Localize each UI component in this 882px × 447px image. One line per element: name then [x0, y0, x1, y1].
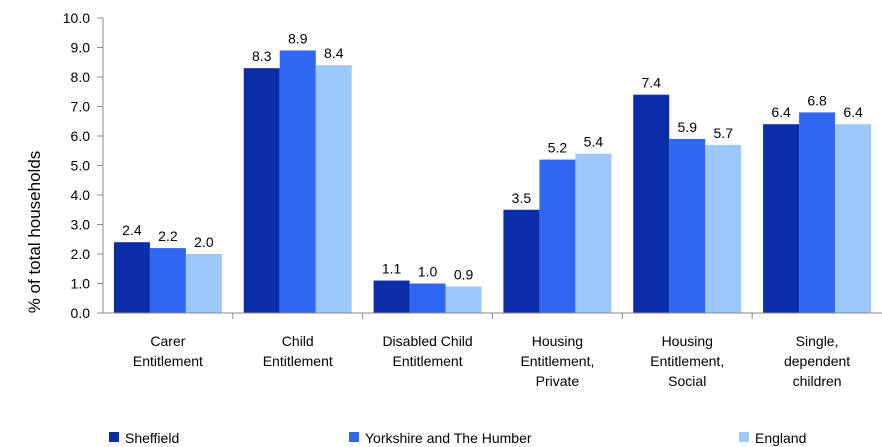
category-label: Carer Entitlement	[133, 333, 203, 369]
category-label: Housing Entitlement, Social	[650, 333, 724, 389]
legend-swatch	[739, 432, 749, 442]
bar	[633, 94, 670, 313]
category-label-line: Entitlement,	[650, 353, 724, 369]
data-label: 7.4	[642, 75, 662, 91]
category-label-line: Single,	[796, 333, 839, 349]
y-axis-ticks: 0.0 1.0 2.0 3.0 4.0 5.0 6.0 7.0 8.0 9.0 10.0	[63, 10, 103, 321]
category-label-line: Entitlement	[133, 353, 203, 369]
category-label-line: children	[793, 373, 842, 389]
bars	[113, 50, 872, 314]
bar	[279, 50, 316, 313]
category-label: Single, dependent children	[784, 333, 850, 389]
data-label: 5.9	[678, 119, 698, 135]
bar	[409, 283, 446, 313]
data-label: 8.3	[252, 48, 272, 64]
bar	[799, 112, 836, 314]
bar	[503, 209, 540, 313]
category-label-line: dependent	[784, 353, 850, 369]
bar	[763, 124, 800, 313]
category-label-line: Entitlement	[393, 353, 463, 369]
legend-item: Yorkshire and The Humber	[349, 430, 532, 446]
legend-swatch	[349, 432, 359, 442]
category-label: Disabled Child Entitlement	[382, 333, 472, 369]
legend-item: Sheffield	[109, 430, 179, 446]
y-tick-label: 9.0	[71, 40, 91, 56]
axes	[102, 18, 882, 319]
legend-item: England	[739, 430, 806, 446]
category-label: Child Entitlement	[263, 333, 333, 369]
bar	[669, 138, 706, 313]
legend: Sheffield Yorkshire and The Humber England	[109, 430, 806, 446]
bar	[113, 242, 150, 313]
category-label-line: Carer	[150, 333, 185, 349]
legend-label: Sheffield	[125, 430, 179, 446]
data-label: 8.4	[324, 45, 344, 61]
data-label: 2.2	[158, 228, 178, 244]
y-tick-label: 0.0	[71, 305, 91, 321]
data-label: 0.9	[454, 266, 474, 282]
bar	[575, 153, 612, 313]
category-label: Housing Entitlement, Private	[520, 333, 594, 389]
bar	[149, 248, 186, 313]
bar	[835, 124, 872, 313]
y-tick-label: 2.0	[71, 246, 91, 262]
y-tick-label: 5.0	[71, 158, 91, 174]
data-label: 5.4	[584, 134, 604, 150]
data-label: 3.5	[512, 190, 532, 206]
y-tick-label: 10.0	[63, 10, 90, 26]
y-tick-label: 7.0	[71, 99, 91, 115]
data-label: 2.0	[194, 234, 214, 250]
bar	[243, 68, 280, 314]
bar	[185, 254, 222, 313]
bar	[539, 159, 576, 313]
category-label-line: Entitlement	[263, 353, 333, 369]
bar	[705, 144, 742, 313]
category-label-line: Disabled Child	[382, 333, 472, 349]
data-label: 6.8	[807, 92, 827, 108]
data-label: 6.4	[771, 104, 791, 120]
data-label: 8.9	[288, 30, 308, 46]
y-tick-label: 8.0	[71, 69, 91, 85]
data-label: 5.2	[548, 140, 568, 156]
category-label-line: Entitlement,	[520, 353, 594, 369]
bar	[315, 65, 352, 313]
legend-swatch	[109, 432, 119, 442]
y-tick-label: 6.0	[71, 128, 91, 144]
category-label-line: Private	[536, 373, 580, 389]
category-label-line: Housing	[532, 333, 583, 349]
bar	[445, 286, 482, 313]
legend-label: England	[755, 430, 806, 446]
data-label: 6.4	[843, 104, 863, 120]
data-label: 5.7	[714, 125, 734, 141]
y-axis-label: % of total households	[25, 151, 44, 314]
data-label: 1.1	[382, 261, 402, 277]
data-labels: 2.4 8.3 1.1 3.5 7.4 6.4 2.2 8.9 1.0 5.2 5.9 6.8 2.0 8…	[122, 30, 863, 282]
category-label-line: Social	[668, 373, 706, 389]
legend-label: Yorkshire and The Humber	[365, 430, 532, 446]
category-label-line: Child	[282, 333, 314, 349]
data-label: 1.0	[418, 264, 438, 280]
y-tick-label: 1.0	[71, 276, 91, 292]
bar	[373, 280, 410, 313]
y-tick-label: 3.0	[71, 217, 91, 233]
data-label: 2.4	[122, 222, 142, 238]
y-tick-label: 4.0	[71, 187, 91, 203]
category-label-line: Housing	[662, 333, 713, 349]
